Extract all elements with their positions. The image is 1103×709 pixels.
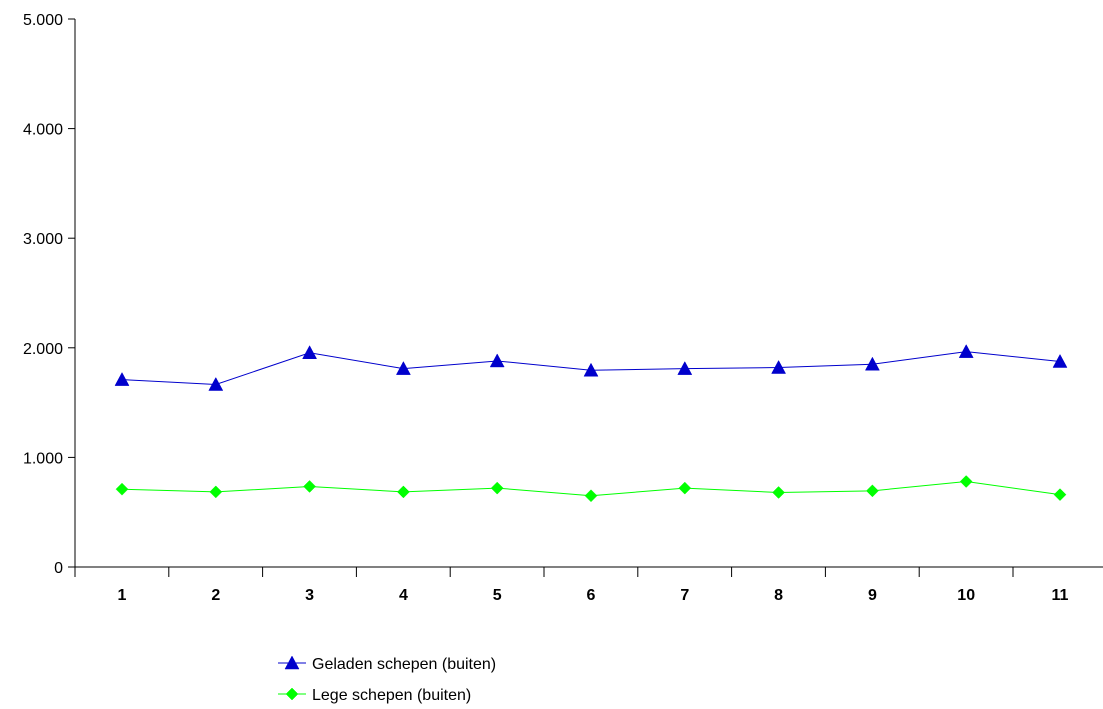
- y-tick-label: 5.000: [23, 12, 63, 29]
- x-tick-label: 7: [680, 587, 689, 604]
- data-point: [303, 346, 317, 359]
- x-tick-label: 5: [493, 587, 502, 604]
- x-tick-label: 9: [868, 587, 877, 604]
- data-point: [959, 345, 973, 358]
- x-tick-label: 4: [399, 587, 408, 604]
- data-point: [490, 354, 504, 367]
- legend: Geladen schepen (buiten) Lege schepen (bu…: [278, 656, 496, 704]
- data-point: [210, 486, 222, 498]
- data-point: [960, 476, 972, 488]
- data-point: [115, 373, 129, 386]
- data-point: [397, 486, 409, 498]
- legend-marker: [286, 688, 298, 700]
- data-point: [304, 480, 316, 492]
- axes: 0 1.000 2.000 3.000 4.000 5.000 1 2 3 4 5 6 7 8 9 10 11: [23, 12, 1103, 604]
- legend-item: Lege schepen (buiten): [278, 687, 471, 704]
- y-tick-label: 4.000: [23, 122, 63, 139]
- y-tick-label: 1.000: [23, 450, 63, 467]
- y-tick-label: 3.000: [23, 231, 63, 248]
- y-tick-label: 0: [54, 560, 63, 577]
- x-tick-label: 6: [587, 587, 596, 604]
- x-tick-label: 10: [957, 587, 975, 604]
- legend-item: Geladen schepen (buiten): [278, 656, 496, 673]
- data-point: [1054, 489, 1066, 501]
- data-point: [773, 486, 785, 498]
- x-tick-label: 3: [305, 587, 314, 604]
- x-tick-label: 2: [211, 587, 220, 604]
- series-1: [115, 345, 1067, 391]
- x-tick-label: 1: [118, 587, 127, 604]
- series-2: [116, 476, 1066, 502]
- legend-label: Lege schepen (buiten): [312, 687, 471, 704]
- data-point: [679, 482, 691, 494]
- series-layer: [115, 345, 1067, 502]
- legend-label: Geladen schepen (buiten): [312, 656, 496, 673]
- data-point: [491, 482, 503, 494]
- y-tick-label: 2.000: [23, 341, 63, 358]
- data-point: [116, 483, 128, 495]
- x-tick-label: 11: [1052, 587, 1069, 604]
- data-point: [866, 485, 878, 497]
- data-point: [585, 490, 597, 502]
- x-tick-label: 8: [774, 587, 783, 604]
